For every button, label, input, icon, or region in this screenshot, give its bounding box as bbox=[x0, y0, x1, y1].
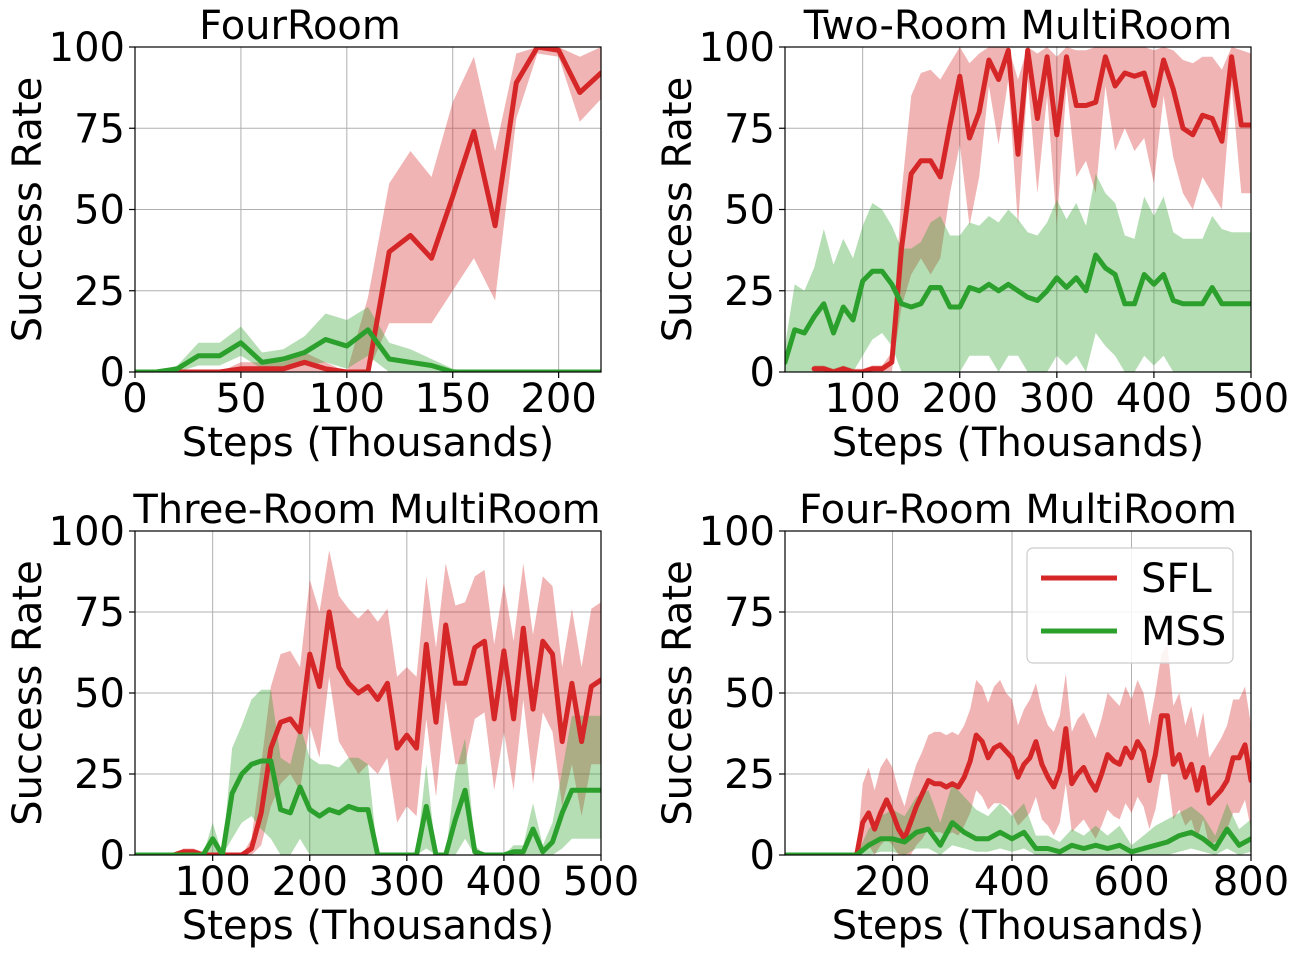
y-tick-label: 100 bbox=[49, 509, 125, 555]
y-tick-label: 25 bbox=[74, 269, 125, 315]
y-tick-label: 100 bbox=[49, 25, 125, 71]
series-line-mss bbox=[135, 327, 601, 372]
y-tick-label: 75 bbox=[74, 590, 125, 636]
plot-area bbox=[785, 47, 1251, 372]
confidence-band-mss bbox=[135, 689, 601, 855]
x-tick-label: 100 bbox=[309, 376, 385, 422]
y-tick-label: 75 bbox=[724, 106, 775, 152]
y-axis-label: Success Rate bbox=[5, 560, 51, 825]
confidence-band-sfl bbox=[814, 47, 1251, 372]
y-tick-label: 25 bbox=[74, 752, 125, 798]
series-line-sfl bbox=[135, 609, 601, 855]
chart-title: Three-Room MultiRoom bbox=[132, 487, 600, 533]
series-line-mss bbox=[785, 820, 1251, 855]
x-tick-label: 600 bbox=[1093, 859, 1169, 905]
x-tick-label: 200 bbox=[854, 859, 930, 905]
plot-area bbox=[135, 47, 601, 372]
y-tick-label: 0 bbox=[100, 350, 125, 396]
x-axis-label: Steps (Thousands) bbox=[832, 420, 1204, 466]
x-tick-label: 100 bbox=[824, 376, 900, 422]
y-tick-label: 100 bbox=[699, 509, 775, 555]
series-line-sfl bbox=[174, 47, 601, 372]
x-tick-label: 500 bbox=[1213, 376, 1289, 422]
x-tick-label: 200 bbox=[922, 376, 998, 422]
panel-1: 0 50 100 150 200 0 25 50 75 100 FourRoom Steps (Tho… bbox=[5, 3, 602, 466]
y-axis-label: Success Rate bbox=[655, 560, 701, 825]
x-tick-label: 800 bbox=[1213, 859, 1289, 905]
x-tick-label: 400 bbox=[466, 859, 542, 905]
confidence-band-sfl bbox=[785, 644, 1251, 855]
x-axis-label: Steps (Thousands) bbox=[182, 903, 554, 949]
x-tick-label: 0 bbox=[122, 376, 147, 422]
y-tick-label: 25 bbox=[724, 752, 775, 798]
x-tick-label: 500 bbox=[563, 859, 639, 905]
x-axis-label: Steps (Thousands) bbox=[832, 903, 1204, 949]
panel-2: 100 200 300 400 500 0 25 50 75 100 Two-Room MultiR… bbox=[655, 3, 1289, 466]
x-tick-label: 150 bbox=[415, 376, 491, 422]
series-line-sfl bbox=[811, 47, 1251, 372]
legend-label-sfl: SFL bbox=[1141, 556, 1212, 602]
y-tick-label: 100 bbox=[699, 25, 775, 71]
y-tick-label: 0 bbox=[750, 833, 775, 879]
plot-area bbox=[785, 644, 1251, 855]
x-axis-label: Steps (Thousands) bbox=[182, 420, 554, 466]
confidence-band-mss bbox=[785, 173, 1251, 372]
y-tick-label: 50 bbox=[74, 188, 125, 234]
series-line-mss bbox=[785, 252, 1251, 365]
legend-label-mss: MSS bbox=[1141, 609, 1226, 655]
y-tick-label: 75 bbox=[74, 106, 125, 152]
confidence-band-sfl bbox=[177, 47, 601, 372]
series-line-sfl bbox=[785, 713, 1251, 855]
y-axis-label: Success Rate bbox=[655, 77, 701, 342]
y-tick-label: 0 bbox=[100, 833, 125, 879]
y-tick-label: 25 bbox=[724, 269, 775, 315]
plot-area bbox=[135, 550, 601, 855]
y-axis-label: Success Rate bbox=[5, 77, 51, 342]
panel-4: 200 400 600 800 0 25 50 75 100 Four-Room MultiRoo… bbox=[655, 487, 1289, 949]
confidence-band-sfl bbox=[135, 550, 601, 855]
chart-title: FourRoom bbox=[199, 3, 401, 49]
y-tick-label: 50 bbox=[724, 188, 775, 234]
y-tick-label: 0 bbox=[750, 350, 775, 396]
x-tick-label: 400 bbox=[974, 859, 1050, 905]
chart-title: Two-Room MultiRoom bbox=[803, 3, 1232, 49]
legend: SFL MSS bbox=[1026, 547, 1234, 664]
y-tick-label: 50 bbox=[74, 671, 125, 717]
x-tick-label: 400 bbox=[1116, 376, 1192, 422]
x-tick-label: 200 bbox=[272, 859, 348, 905]
x-tick-label: 300 bbox=[1019, 376, 1095, 422]
chart-title: Four-Room MultiRoom bbox=[799, 487, 1237, 533]
x-tick-label: 200 bbox=[520, 376, 596, 422]
series-line-mss bbox=[135, 758, 601, 855]
x-tick-label: 50 bbox=[215, 376, 266, 422]
x-tick-label: 100 bbox=[174, 859, 250, 905]
x-tick-label: 300 bbox=[369, 859, 445, 905]
y-tick-label: 75 bbox=[724, 590, 775, 636]
y-tick-label: 50 bbox=[724, 671, 775, 717]
